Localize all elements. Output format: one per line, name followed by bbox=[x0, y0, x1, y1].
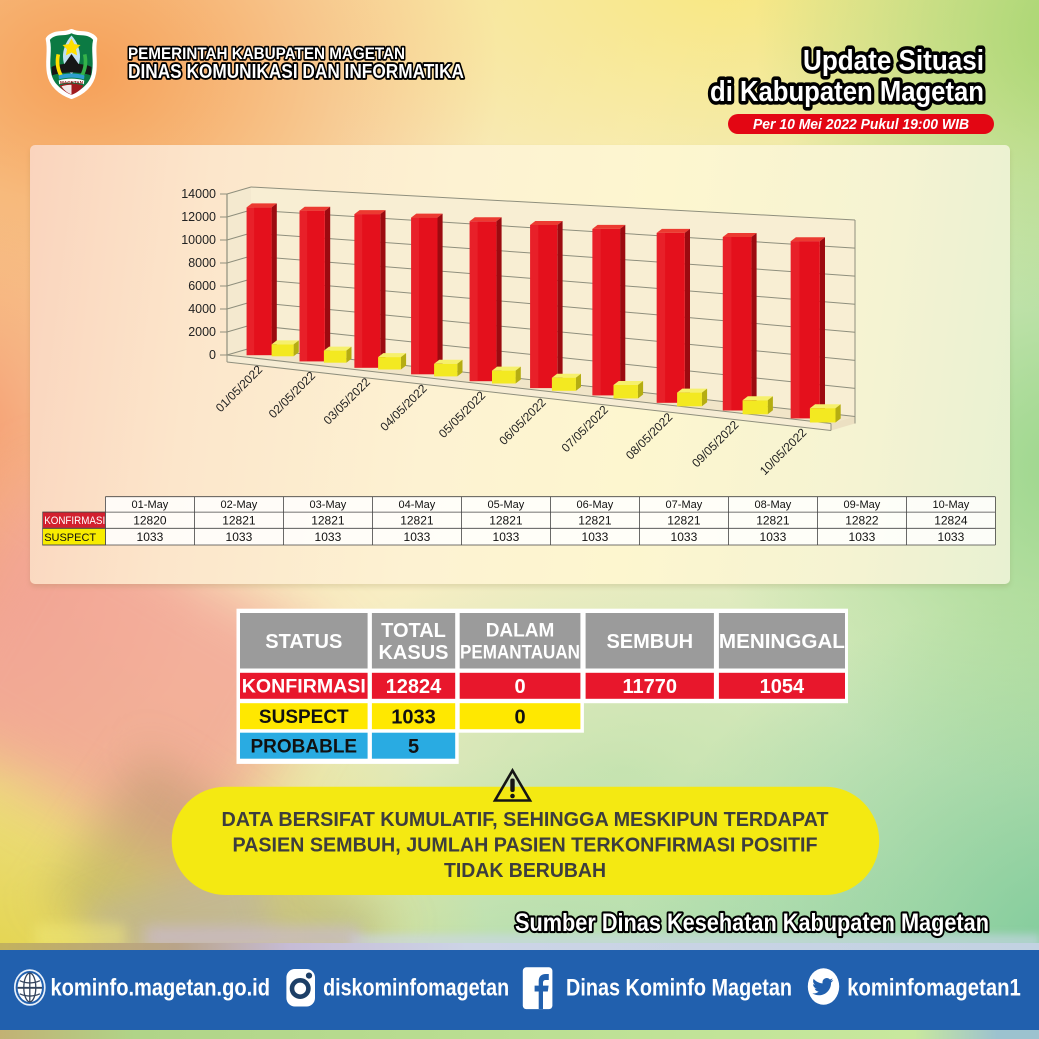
svg-text:5: 5 bbox=[408, 736, 419, 758]
svg-text:8000: 8000 bbox=[188, 256, 216, 270]
svg-text:1033: 1033 bbox=[938, 530, 965, 544]
svg-text:1033: 1033 bbox=[582, 530, 609, 544]
svg-text:PROBABLE: PROBABLE bbox=[250, 737, 357, 758]
svg-text:01-May: 01-May bbox=[132, 499, 169, 511]
svg-text:SUSPECT: SUSPECT bbox=[44, 532, 96, 544]
svg-text:09-May: 09-May bbox=[844, 499, 881, 511]
svg-text:KONFIRMASI: KONFIRMASI bbox=[44, 515, 105, 527]
svg-text:0: 0 bbox=[514, 676, 525, 698]
svg-text:DALAM: DALAM bbox=[486, 621, 555, 642]
svg-text:kominfo.magetan.go.id: kominfo.magetan.go.id bbox=[51, 975, 271, 1002]
svg-text:2000: 2000 bbox=[188, 325, 216, 339]
svg-text:12821: 12821 bbox=[578, 514, 612, 528]
svg-text:02-May: 02-May bbox=[221, 499, 258, 511]
svg-text:05/05/2022: 05/05/2022 bbox=[436, 388, 489, 441]
svg-text:10-May: 10-May bbox=[933, 499, 970, 511]
svg-text:12822: 12822 bbox=[845, 514, 879, 528]
svg-text:12824: 12824 bbox=[386, 676, 442, 698]
svg-text:1033: 1033 bbox=[849, 530, 876, 544]
svg-text:1033: 1033 bbox=[493, 530, 520, 544]
svg-text:12821: 12821 bbox=[667, 514, 701, 528]
svg-text:KONFIRMASI: KONFIRMASI bbox=[242, 677, 366, 698]
svg-text:DATA BERSIFAT KUMULATIF, SEHIN: DATA BERSIFAT KUMULATIF, SEHINGGA MESKIP… bbox=[222, 809, 829, 831]
svg-text:04/05/2022: 04/05/2022 bbox=[377, 381, 430, 434]
svg-text:PASIEN SEMBUH, JUMLAH PASIEN T: PASIEN SEMBUH, JUMLAH PASIEN TERKONFIRMA… bbox=[233, 835, 818, 857]
svg-text:08-May: 08-May bbox=[755, 499, 792, 511]
svg-text:07-May: 07-May bbox=[666, 499, 703, 511]
svg-text:Sumber Dinas Kesehatan Kabupat: Sumber Dinas Kesehatan Kabupaten Magetan bbox=[515, 909, 989, 937]
svg-text:01/05/2022: 01/05/2022 bbox=[213, 362, 266, 415]
svg-text:SUSPECT: SUSPECT bbox=[259, 707, 349, 728]
svg-text:PEMERINTAH KABUPATEN MAGETAN: PEMERINTAH KABUPATEN MAGETAN bbox=[128, 44, 405, 63]
svg-text:PEMANTAUAN: PEMANTAUAN bbox=[460, 643, 580, 664]
svg-text:1033: 1033 bbox=[226, 530, 253, 544]
svg-text:SEMBUH: SEMBUH bbox=[606, 631, 693, 653]
svg-text:04-May: 04-May bbox=[399, 499, 436, 511]
svg-text:0: 0 bbox=[209, 348, 216, 362]
svg-text:Update Situasi: Update Situasi bbox=[803, 45, 984, 77]
svg-text:06-May: 06-May bbox=[577, 499, 614, 511]
svg-text:14000: 14000 bbox=[181, 187, 216, 201]
svg-text:12821: 12821 bbox=[400, 514, 434, 528]
svg-text:1054: 1054 bbox=[760, 676, 805, 698]
svg-text:1033: 1033 bbox=[404, 530, 431, 544]
svg-text:03-May: 03-May bbox=[310, 499, 347, 511]
svg-text:4000: 4000 bbox=[188, 302, 216, 316]
svg-text:08/05/2022: 08/05/2022 bbox=[623, 410, 676, 463]
svg-text:03/05/2022: 03/05/2022 bbox=[321, 375, 374, 428]
svg-text:11770: 11770 bbox=[623, 676, 678, 698]
svg-text:12821: 12821 bbox=[756, 514, 790, 528]
svg-text:1033: 1033 bbox=[137, 530, 164, 544]
svg-text:07/05/2022: 07/05/2022 bbox=[559, 402, 612, 455]
svg-text:1033: 1033 bbox=[315, 530, 342, 544]
svg-text:09/05/2022: 09/05/2022 bbox=[689, 417, 742, 470]
svg-text:12000: 12000 bbox=[181, 210, 216, 224]
svg-text:MAGETAN: MAGETAN bbox=[60, 80, 84, 85]
svg-text:1033: 1033 bbox=[760, 530, 787, 544]
svg-text:1033: 1033 bbox=[671, 530, 698, 544]
svg-text:MENINGGAL: MENINGGAL bbox=[719, 631, 845, 653]
svg-text:02/05/2022: 02/05/2022 bbox=[266, 368, 319, 421]
svg-text:DINAS KOMUNIKASI DAN INFORMATI: DINAS KOMUNIKASI DAN INFORMATIKA bbox=[128, 61, 464, 83]
svg-text:KASUS: KASUS bbox=[378, 642, 448, 664]
svg-text:12820: 12820 bbox=[133, 514, 167, 528]
svg-text:TOTAL: TOTAL bbox=[381, 620, 446, 642]
svg-text:STATUS: STATUS bbox=[265, 631, 342, 653]
svg-text:06/05/2022: 06/05/2022 bbox=[496, 395, 549, 448]
svg-text:12821: 12821 bbox=[311, 514, 345, 528]
svg-text:12824: 12824 bbox=[934, 514, 968, 528]
svg-text:6000: 6000 bbox=[188, 279, 216, 293]
svg-text:diskominfomagetan: diskominfomagetan bbox=[323, 975, 509, 1002]
svg-text:05-May: 05-May bbox=[488, 499, 525, 511]
svg-text:Per 10 Mei 2022 Pukul 19:00 WI: Per 10 Mei 2022 Pukul 19:00 WIB bbox=[753, 117, 969, 133]
svg-text:TIDAK BERUBAH: TIDAK BERUBAH bbox=[444, 860, 606, 882]
svg-text:12821: 12821 bbox=[222, 514, 256, 528]
svg-text:di Kabupaten Magetan: di Kabupaten Magetan bbox=[710, 76, 984, 108]
svg-text:kominfomagetan1: kominfomagetan1 bbox=[847, 975, 1021, 1002]
svg-text:Dinas Kominfo Magetan: Dinas Kominfo Magetan bbox=[566, 975, 792, 1002]
svg-text:10000: 10000 bbox=[181, 233, 216, 247]
svg-text:0: 0 bbox=[514, 706, 525, 728]
svg-text:1033: 1033 bbox=[391, 706, 436, 728]
svg-text:12821: 12821 bbox=[489, 514, 523, 528]
svg-text:10/05/2022: 10/05/2022 bbox=[757, 425, 810, 478]
